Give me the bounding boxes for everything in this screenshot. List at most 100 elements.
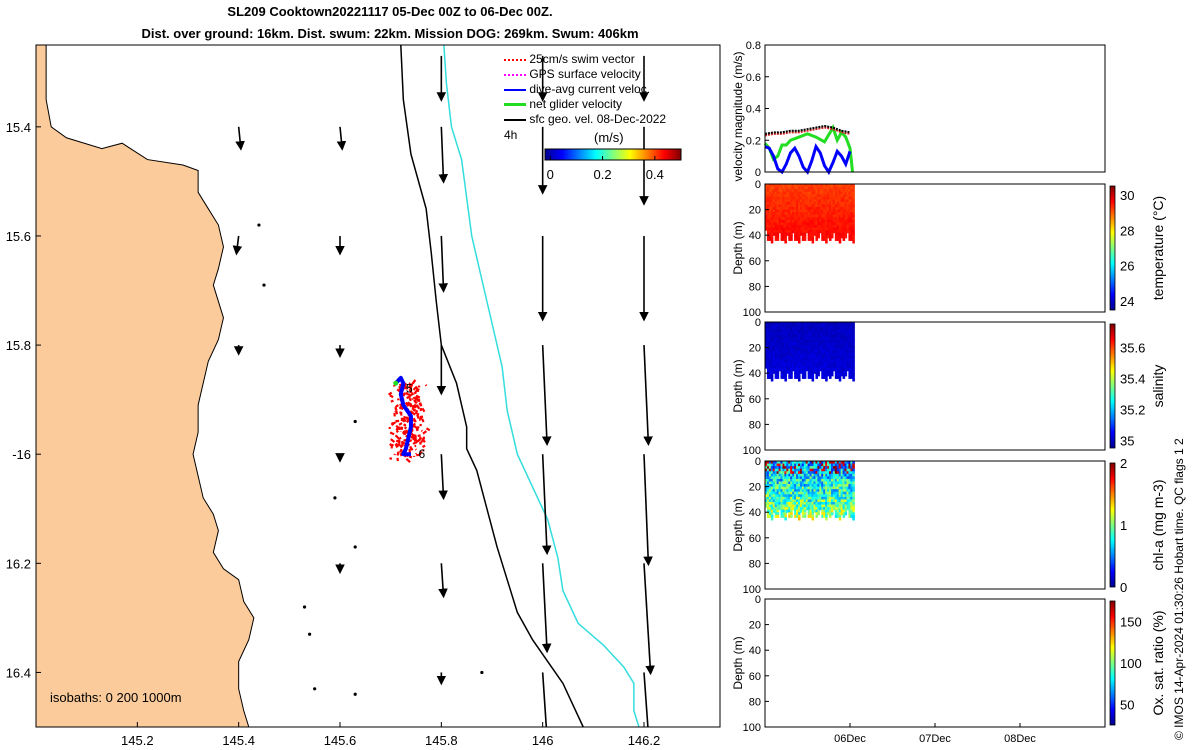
oxygen-ylabel: Depth (m)	[731, 636, 745, 689]
track-label-0: 5	[406, 382, 413, 396]
map-xtick-0: 145.2	[121, 733, 154, 748]
oxygen-ytick-0: 0	[755, 594, 761, 606]
map-frame	[35, 44, 721, 728]
legend-swatch-sfc	[504, 118, 526, 121]
temperature-ytick-5: 100	[743, 307, 761, 319]
salinity-cbar-tick-1: 35.2	[1120, 402, 1145, 417]
chla-frame	[764, 460, 1106, 590]
credit-text: © IMOS 14-Apr-2024 01:30:26 Hobart time.…	[1172, 438, 1186, 740]
map-ytick-4: 16.2	[6, 556, 31, 571]
salinity-cbar-tick-3: 35.6	[1120, 340, 1145, 355]
velocity-ytick-0: 0	[755, 167, 761, 179]
salinity-ytick-0: 0	[755, 317, 761, 329]
chla-cbar-tick-2: 2	[1120, 456, 1127, 471]
chla-ytick-1: 20	[749, 482, 761, 494]
island-1	[262, 283, 266, 287]
oxygen-cbar-label: Ox. sat. ratio (%)	[1150, 610, 1166, 715]
salinity-ytick-1: 20	[749, 343, 761, 355]
velocity-ytick-3: 0.6	[746, 72, 761, 84]
salinity-ylabel: Depth (m)	[731, 359, 745, 412]
map-colorbar-tick-1: 0.2	[593, 167, 611, 182]
map-xtick-2: 145.6	[324, 733, 357, 748]
legend-box: 25cm/s swim vector GPS surface velocity …	[500, 50, 690, 145]
chla-ylabel: Depth (m)	[731, 498, 745, 551]
current-vector-27	[541, 672, 548, 727]
oxygen-ytick-1: 20	[749, 620, 761, 632]
chla-ytick-5: 100	[743, 584, 761, 596]
temperature-data	[765, 184, 855, 244]
oxygen-cbar-tick-0: 50	[1120, 697, 1134, 712]
map-colorbar	[544, 148, 682, 161]
velocity-ylabel: velocity magnitude (m/s)	[731, 51, 745, 181]
temperature-cbar-tick-2: 28	[1120, 223, 1134, 238]
salinity-cbar-label: salinity	[1150, 365, 1166, 408]
map-ytick-1: 15.6	[6, 229, 31, 244]
island-9	[353, 692, 357, 696]
track-label-1: 6	[419, 447, 426, 461]
coastline-land	[36, 45, 255, 727]
current-vector-2	[438, 126, 449, 184]
temperature-frame	[764, 183, 1106, 313]
title-line-1: SL209 Cooktown20221117 05-Dec 00Z to 06-…	[227, 4, 553, 19]
legend-swatch-dive	[504, 88, 526, 91]
map-xtick-3: 145.8	[425, 733, 458, 748]
current-vector-0	[235, 126, 245, 151]
map-ytick-0: 15.4	[6, 120, 31, 135]
temperature-cbar-tick-0: 24	[1120, 294, 1134, 309]
map-ytick-5: 16.4	[6, 665, 31, 680]
island-7	[480, 670, 484, 675]
chla-ytick-2: 40	[749, 507, 761, 519]
temperature-ytick-3: 60	[749, 256, 761, 268]
legend-label-dive: dive-avg current veloc.	[529, 82, 651, 96]
island-2	[353, 419, 357, 424]
velocity-ytick-1: 0.2	[746, 135, 761, 147]
legend-item-swim: 25cm/s swim vector	[504, 52, 635, 66]
salinity-frame	[764, 321, 1106, 451]
velocity-series-2	[764, 126, 851, 137]
temperature-ytick-2: 40	[749, 230, 761, 242]
map-ytick-2: 15.8	[6, 338, 31, 353]
time-xtick-1: 07Dec	[919, 733, 951, 745]
chla-ytick-3: 60	[749, 533, 761, 545]
current-vector-20	[541, 454, 552, 556]
oxygen-ytick-3: 60	[749, 671, 761, 683]
island-0	[257, 223, 261, 227]
current-vector-19	[438, 454, 448, 501]
velocity-background	[765, 45, 1105, 172]
salinity-ytick-5: 100	[743, 445, 761, 457]
chla-ytick-4: 80	[749, 558, 761, 570]
temperature-ytick-0: 0	[755, 179, 761, 191]
current-vector-16	[541, 345, 552, 446]
current-vector-23	[438, 563, 448, 599]
temperature-cbar-tick-1: 26	[1120, 259, 1134, 274]
map-plot-area: 56	[36, 45, 655, 727]
legend-label-swim: 25cm/s swim vector	[529, 52, 635, 66]
map-colorbar-tick-0: 0	[547, 167, 554, 182]
map-xtick-4: 146	[532, 733, 554, 748]
legend-swatch-net	[504, 103, 526, 107]
salinity-ytick-2: 40	[749, 368, 761, 380]
colorbar-title: (m/s)	[594, 130, 624, 145]
island-3	[333, 496, 337, 500]
legend-swatch-swim	[504, 58, 526, 61]
oxygen-ytick-5: 100	[743, 722, 761, 734]
temperature-ytick-4: 80	[749, 281, 761, 293]
temperature-ytick-1: 20	[749, 205, 761, 217]
current-vector-17	[643, 345, 653, 446]
track-start-marker	[393, 380, 399, 386]
oxygen-colorbar	[1109, 600, 1116, 726]
map-xtick-5: 146.2	[628, 733, 661, 748]
temperature-cbar-tick-3: 30	[1120, 188, 1134, 203]
velocity-series-3	[764, 124, 851, 135]
island-5	[302, 605, 307, 609]
chla-colorbar	[1109, 462, 1116, 588]
oxygen-background	[765, 599, 1105, 727]
time-xtick-0: 06Dec	[834, 733, 866, 745]
legend-item-sfc: sfc geo. vel. 08-Dec-2022	[504, 112, 666, 126]
temperature-cbar-label: temperature (°C)	[1150, 196, 1166, 300]
current-vector-24	[541, 563, 552, 654]
salinity-ytick-4: 80	[749, 419, 761, 431]
legend-label-net: net glider velocity	[529, 97, 623, 111]
legend-item-net: net glider velocity	[504, 97, 622, 111]
